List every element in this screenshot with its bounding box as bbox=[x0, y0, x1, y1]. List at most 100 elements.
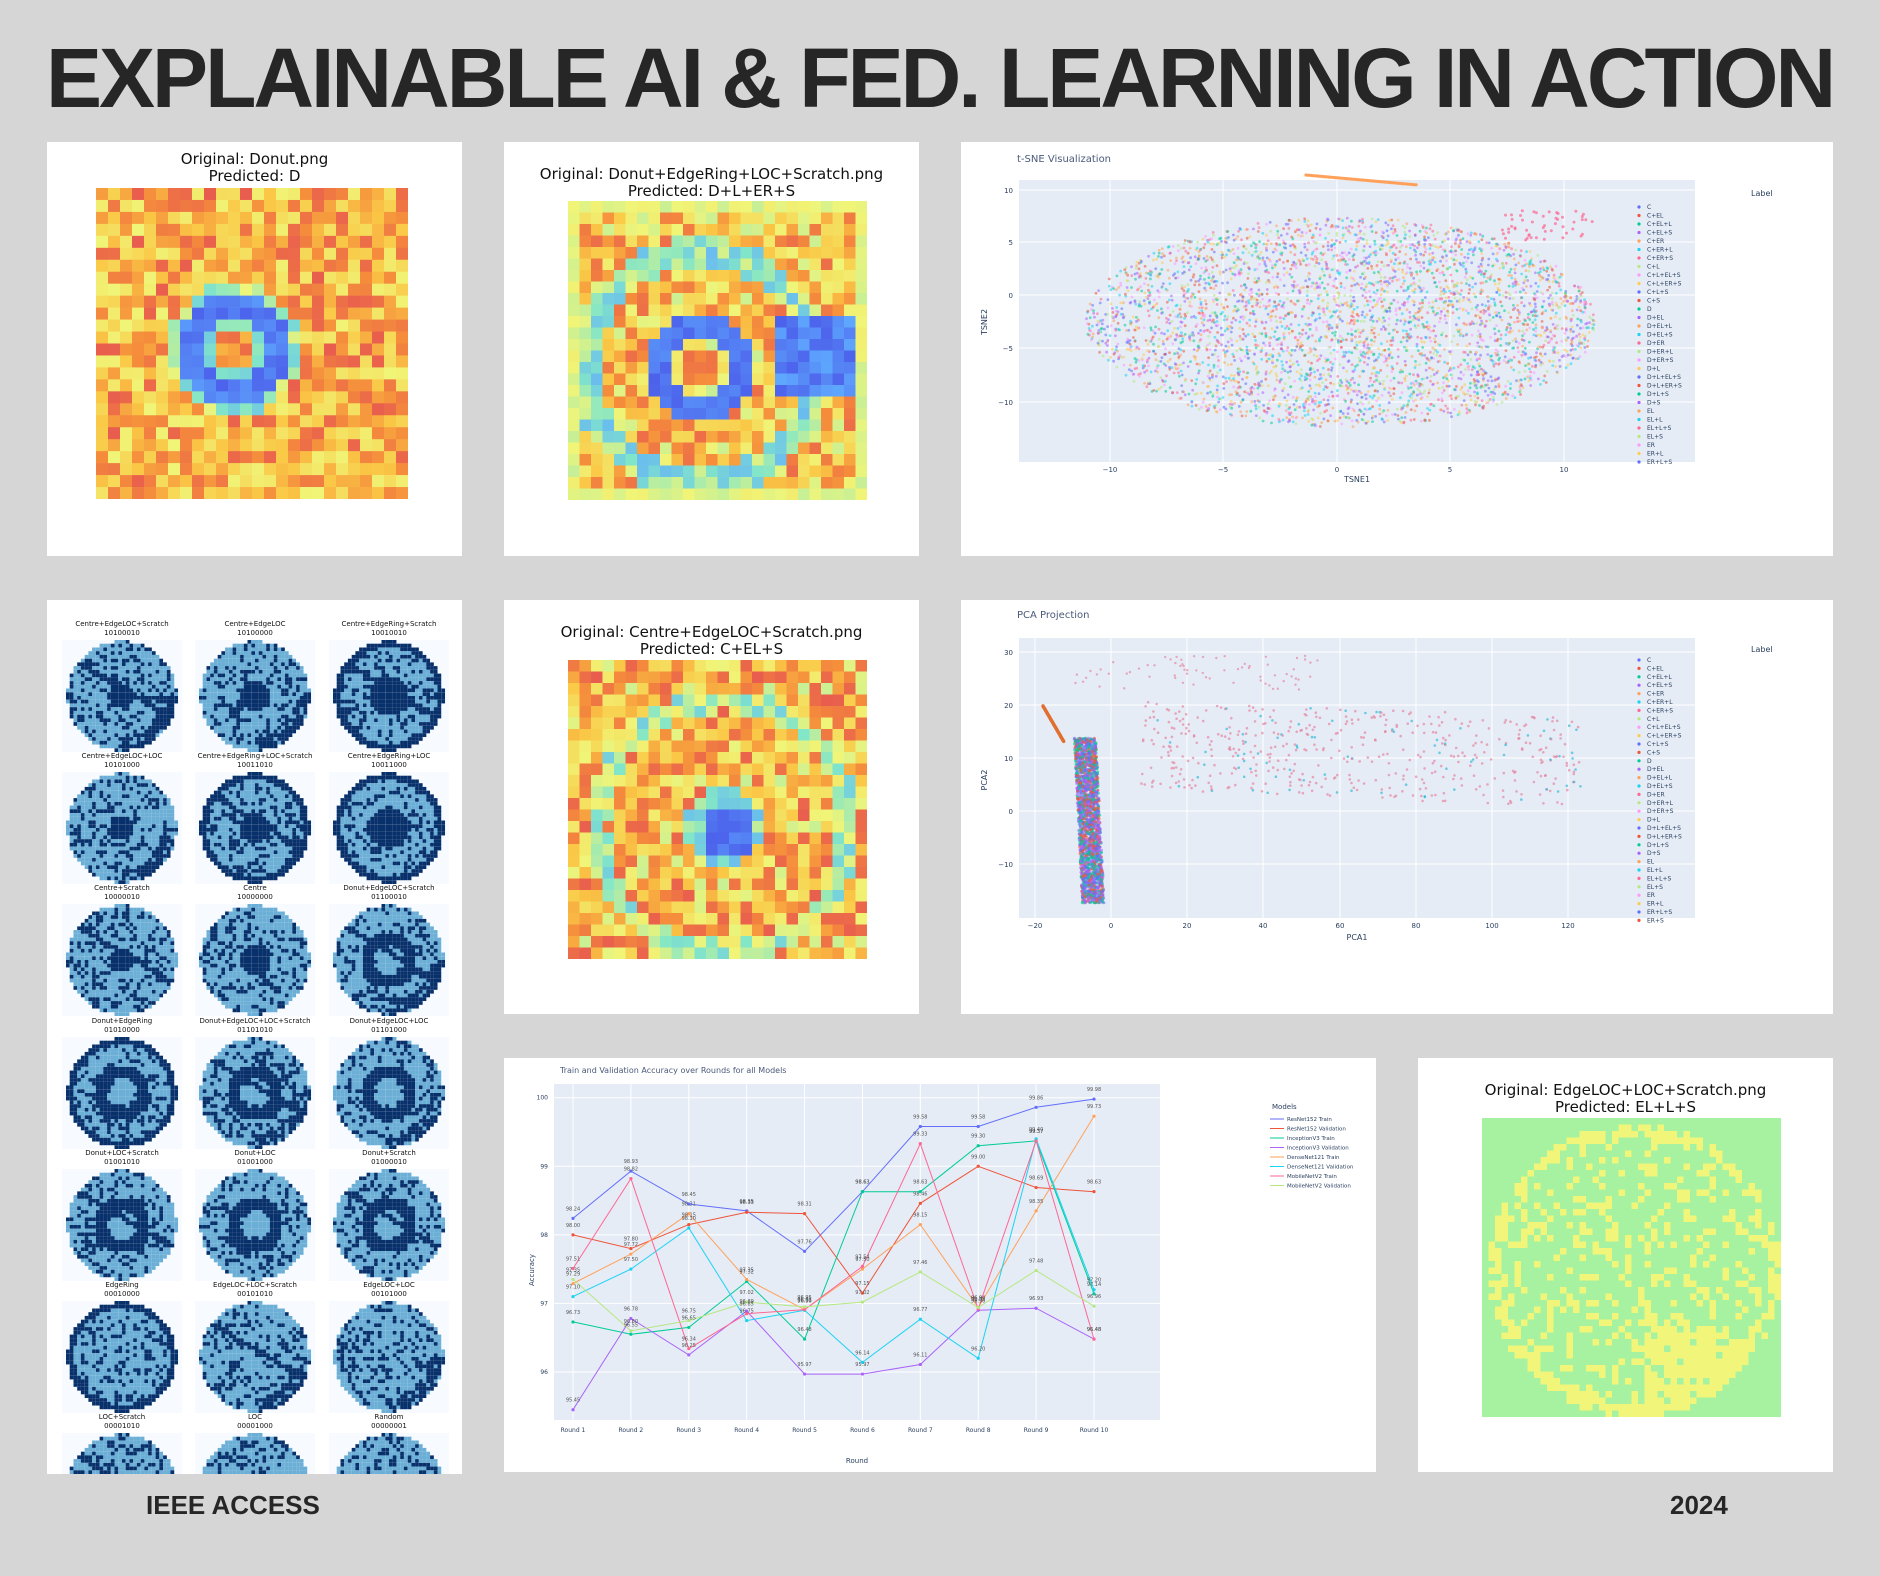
legend-item[interactable]: C+L+ER+S bbox=[1647, 281, 1682, 288]
tsne-point bbox=[1258, 262, 1261, 266]
legend-item[interactable]: D+L+S bbox=[1647, 391, 1669, 398]
tsne-point bbox=[1152, 329, 1155, 333]
legend-item[interactable]: C+ER bbox=[1647, 238, 1664, 245]
legend-item[interactable]: D+L+ER+S bbox=[1647, 383, 1682, 390]
legend-item[interactable]: C+ER+L bbox=[1647, 247, 1673, 254]
tsne-point bbox=[1266, 279, 1270, 282]
tsne-point bbox=[1250, 253, 1254, 257]
legend-item[interactable]: ER+L+S bbox=[1647, 459, 1672, 466]
tsne-point bbox=[1390, 258, 1393, 262]
legend-item[interactable]: C+L bbox=[1647, 264, 1660, 271]
tsne-point bbox=[1367, 407, 1371, 411]
tsne-point bbox=[1476, 304, 1479, 307]
legend-item[interactable]: C+EL bbox=[1647, 213, 1664, 220]
tsne-point bbox=[1554, 315, 1557, 319]
tsne-point bbox=[1267, 304, 1271, 307]
tsne-point bbox=[1303, 220, 1307, 223]
legend-item[interactable]: D+ER bbox=[1647, 340, 1665, 347]
legend-item[interactable]: EL bbox=[1647, 408, 1655, 415]
tsne-point bbox=[1296, 343, 1300, 346]
tsne-point bbox=[1525, 328, 1529, 332]
legend-item[interactable]: D+EL bbox=[1647, 315, 1664, 322]
legend-item[interactable]: D+ER+S bbox=[1647, 357, 1674, 364]
tsne-point bbox=[1592, 328, 1596, 332]
tsne-point bbox=[1246, 391, 1250, 395]
legend-item[interactable]: C bbox=[1647, 204, 1651, 211]
tsne-point bbox=[1409, 408, 1413, 411]
tsne-point bbox=[1335, 253, 1339, 257]
legend-item[interactable]: C+L+EL+S bbox=[1647, 272, 1681, 279]
legend-item[interactable]: D+EL+S bbox=[1647, 332, 1673, 339]
tsne-point bbox=[1341, 319, 1344, 323]
legend-item[interactable]: D+ER+L bbox=[1647, 349, 1674, 356]
tsne-point bbox=[1326, 217, 1329, 221]
tsne-point bbox=[1146, 342, 1150, 346]
tsne-point bbox=[1403, 279, 1406, 283]
tsne-point bbox=[1332, 348, 1336, 352]
tsne-point bbox=[1399, 319, 1403, 323]
tsne-point bbox=[1438, 271, 1442, 275]
tsne-point bbox=[1144, 277, 1148, 280]
tsne-point bbox=[1212, 294, 1216, 297]
tsne-point bbox=[1248, 349, 1252, 352]
tsne-point bbox=[1335, 350, 1339, 354]
legend-item[interactable]: D+S bbox=[1647, 400, 1661, 407]
tsne-point bbox=[1431, 300, 1435, 304]
tsne-point bbox=[1346, 332, 1350, 336]
tsne-point bbox=[1265, 352, 1268, 355]
tsne-point bbox=[1355, 313, 1359, 316]
tsne-point bbox=[1400, 416, 1404, 419]
tsne-point bbox=[1388, 277, 1392, 281]
legend-item[interactable]: C+L+S bbox=[1647, 289, 1669, 296]
tsne-point bbox=[1353, 233, 1357, 237]
legend-item[interactable]: ER+L bbox=[1647, 451, 1664, 458]
tsne-point bbox=[1435, 353, 1439, 357]
tsne-point bbox=[1332, 254, 1336, 258]
tsne-point bbox=[1173, 338, 1177, 342]
tsne-point bbox=[1220, 253, 1224, 257]
legend-item[interactable]: C+S bbox=[1647, 298, 1660, 305]
tsne-point bbox=[1448, 303, 1452, 306]
wafer-code: 01001010 bbox=[59, 1158, 185, 1167]
tsne-point bbox=[1175, 335, 1179, 339]
tsne-point bbox=[1470, 368, 1474, 371]
tsne-point bbox=[1494, 362, 1498, 365]
tsne-point bbox=[1293, 336, 1297, 340]
tsne-point bbox=[1197, 371, 1200, 375]
legend-item[interactable]: C+EL+S bbox=[1647, 230, 1672, 237]
tsne-point bbox=[1216, 355, 1220, 358]
legend-item[interactable]: EL+S bbox=[1647, 434, 1663, 441]
tsne-point bbox=[1267, 357, 1271, 361]
tsne-point bbox=[1479, 249, 1483, 253]
legend-item[interactable]: EL+L bbox=[1647, 417, 1663, 424]
tsne-point bbox=[1271, 264, 1274, 267]
legend-item[interactable]: D+L bbox=[1647, 366, 1661, 373]
tsne-point bbox=[1299, 286, 1303, 290]
tsne-point bbox=[1261, 258, 1265, 262]
tsne-point bbox=[1350, 337, 1353, 341]
legend-item[interactable]: D bbox=[1647, 306, 1652, 313]
legend-item[interactable]: C+EL+L bbox=[1647, 221, 1672, 228]
tsne-point bbox=[1443, 239, 1446, 243]
tsne-point bbox=[1244, 308, 1248, 312]
tsne-point bbox=[1138, 374, 1141, 378]
legend-item[interactable]: ER bbox=[1647, 442, 1655, 449]
tsne-point bbox=[1123, 323, 1127, 327]
tsne-point bbox=[1382, 316, 1385, 320]
tsne-point bbox=[1348, 321, 1352, 325]
legend-item[interactable]: C+ER+S bbox=[1647, 255, 1673, 262]
legend-item[interactable]: D+L+EL+S bbox=[1647, 374, 1681, 381]
tsne-point bbox=[1532, 264, 1536, 268]
legend-item[interactable]: D+EL+L bbox=[1647, 323, 1673, 330]
tsne-point bbox=[1218, 270, 1222, 274]
tsne-point bbox=[1202, 318, 1206, 322]
tsne-point bbox=[1385, 357, 1388, 360]
tsne-point bbox=[1485, 319, 1488, 323]
tsne-point bbox=[1301, 307, 1304, 311]
legend-item[interactable]: EL+L+S bbox=[1647, 425, 1672, 432]
tsne-point bbox=[1220, 303, 1224, 306]
tsne-point bbox=[1323, 287, 1326, 290]
tsne-point bbox=[1390, 227, 1393, 231]
tsne-point bbox=[1287, 407, 1291, 411]
tsne-point bbox=[1473, 246, 1477, 249]
